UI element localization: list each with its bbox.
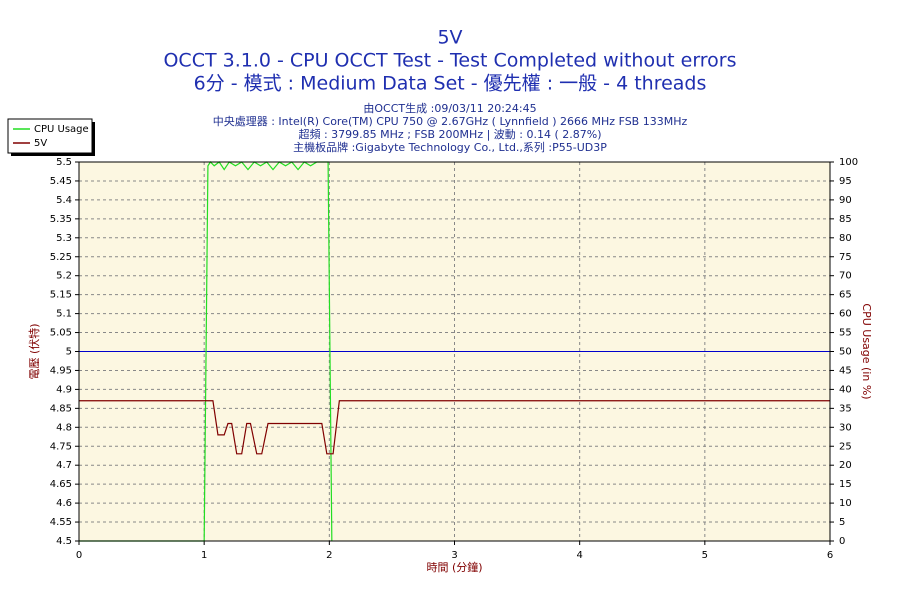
x-axis-label: 時間 (分鐘) [426, 560, 482, 574]
x-tick-label: 1 [201, 550, 207, 561]
y2-tick-label: 45 [839, 365, 852, 376]
info-line: 超頻 : 3799.85 MHz ; FSB 200MHz | 波動 : 0.1… [298, 127, 601, 141]
y2-tick-label: 10 [839, 498, 852, 509]
y-tick-label: 5.3 [56, 233, 72, 244]
y-tick-label: 5.1 [56, 309, 72, 320]
series-line [79, 400, 830, 455]
y2-tick-label: 25 [839, 441, 852, 452]
y-tick-label: 5.15 [50, 290, 72, 301]
info-line: 主機板品牌 :Gigabyte Technology Co., Ltd.,系列 … [293, 140, 607, 154]
y2-tick-label: 50 [839, 347, 852, 358]
chart-subtitle: 6分 - 模式 : Medium Data Set - 優先權 : 一般 - 4… [194, 73, 707, 95]
y2-tick-label: 75 [839, 252, 852, 263]
y2-tick-label: 65 [839, 290, 852, 301]
series-line [79, 161, 333, 542]
y2-tick-label: 0 [839, 536, 845, 547]
legend-label: 5V [34, 138, 47, 149]
x-tick-label: 5 [702, 550, 708, 561]
y-tick-label: 4.85 [50, 403, 72, 414]
y-tick-label: 4.5 [56, 536, 72, 547]
y-axis-label: 電壓 (伏特) [27, 323, 41, 379]
y-tick-label: 5.4 [56, 195, 72, 206]
y2-tick-label: 95 [839, 176, 852, 187]
y2-tick-label: 80 [839, 233, 852, 244]
x-tick-label: 2 [326, 550, 332, 561]
y2-tick-label: 85 [839, 214, 852, 225]
y-tick-label: 4.7 [56, 460, 72, 471]
y-tick-label: 4.75 [50, 441, 72, 452]
y2-tick-label: 60 [839, 309, 852, 320]
y2-tick-label: 90 [839, 195, 852, 206]
y-tick-label: 5 [66, 347, 72, 358]
info-line: 中央處理器 : Intel(R) Core(TM) CPU 750 @ 2.67… [213, 114, 688, 128]
y-tick-label: 4.55 [50, 517, 72, 528]
y-tick-label: 5.05 [50, 328, 72, 339]
y-tick-label: 5.2 [56, 271, 72, 282]
y-tick-label: 4.8 [56, 422, 72, 433]
y2-axis-label: CPU Usage (in %) [860, 303, 873, 399]
y2-tick-label: 20 [839, 460, 852, 471]
legend-box [7, 118, 93, 154]
y-tick-label: 4.6 [56, 498, 72, 509]
y2-tick-label: 35 [839, 403, 852, 414]
y2-tick-label: 100 [839, 157, 858, 168]
y-tick-label: 4.65 [50, 479, 72, 490]
chart-title: 5V [437, 27, 462, 49]
y-tick-label: 4.9 [56, 384, 72, 395]
chart-subtitle: OCCT 3.1.0 - CPU OCCT Test - Test Comple… [163, 50, 736, 72]
x-tick-label: 0 [76, 550, 82, 561]
y2-tick-label: 5 [839, 517, 845, 528]
y-tick-label: 5.25 [50, 252, 72, 263]
x-tick-label: 3 [451, 550, 457, 561]
y2-tick-label: 40 [839, 384, 852, 395]
y-tick-label: 5.5 [56, 157, 72, 168]
x-tick-label: 4 [576, 550, 582, 561]
x-tick-label: 6 [827, 550, 833, 561]
plot-frame [78, 161, 831, 542]
y2-tick-label: 70 [839, 271, 852, 282]
y2-tick-label: 55 [839, 328, 852, 339]
y2-tick-label: 15 [839, 479, 852, 490]
legend-label: CPU Usage [34, 124, 89, 135]
y2-tick-label: 30 [839, 422, 852, 433]
y-tick-label: 5.35 [50, 214, 72, 225]
info-line: 由OCCT生成 :09/03/11 20:24:45 [363, 101, 536, 115]
y-tick-label: 4.95 [50, 365, 72, 376]
y-tick-label: 5.45 [50, 176, 72, 187]
